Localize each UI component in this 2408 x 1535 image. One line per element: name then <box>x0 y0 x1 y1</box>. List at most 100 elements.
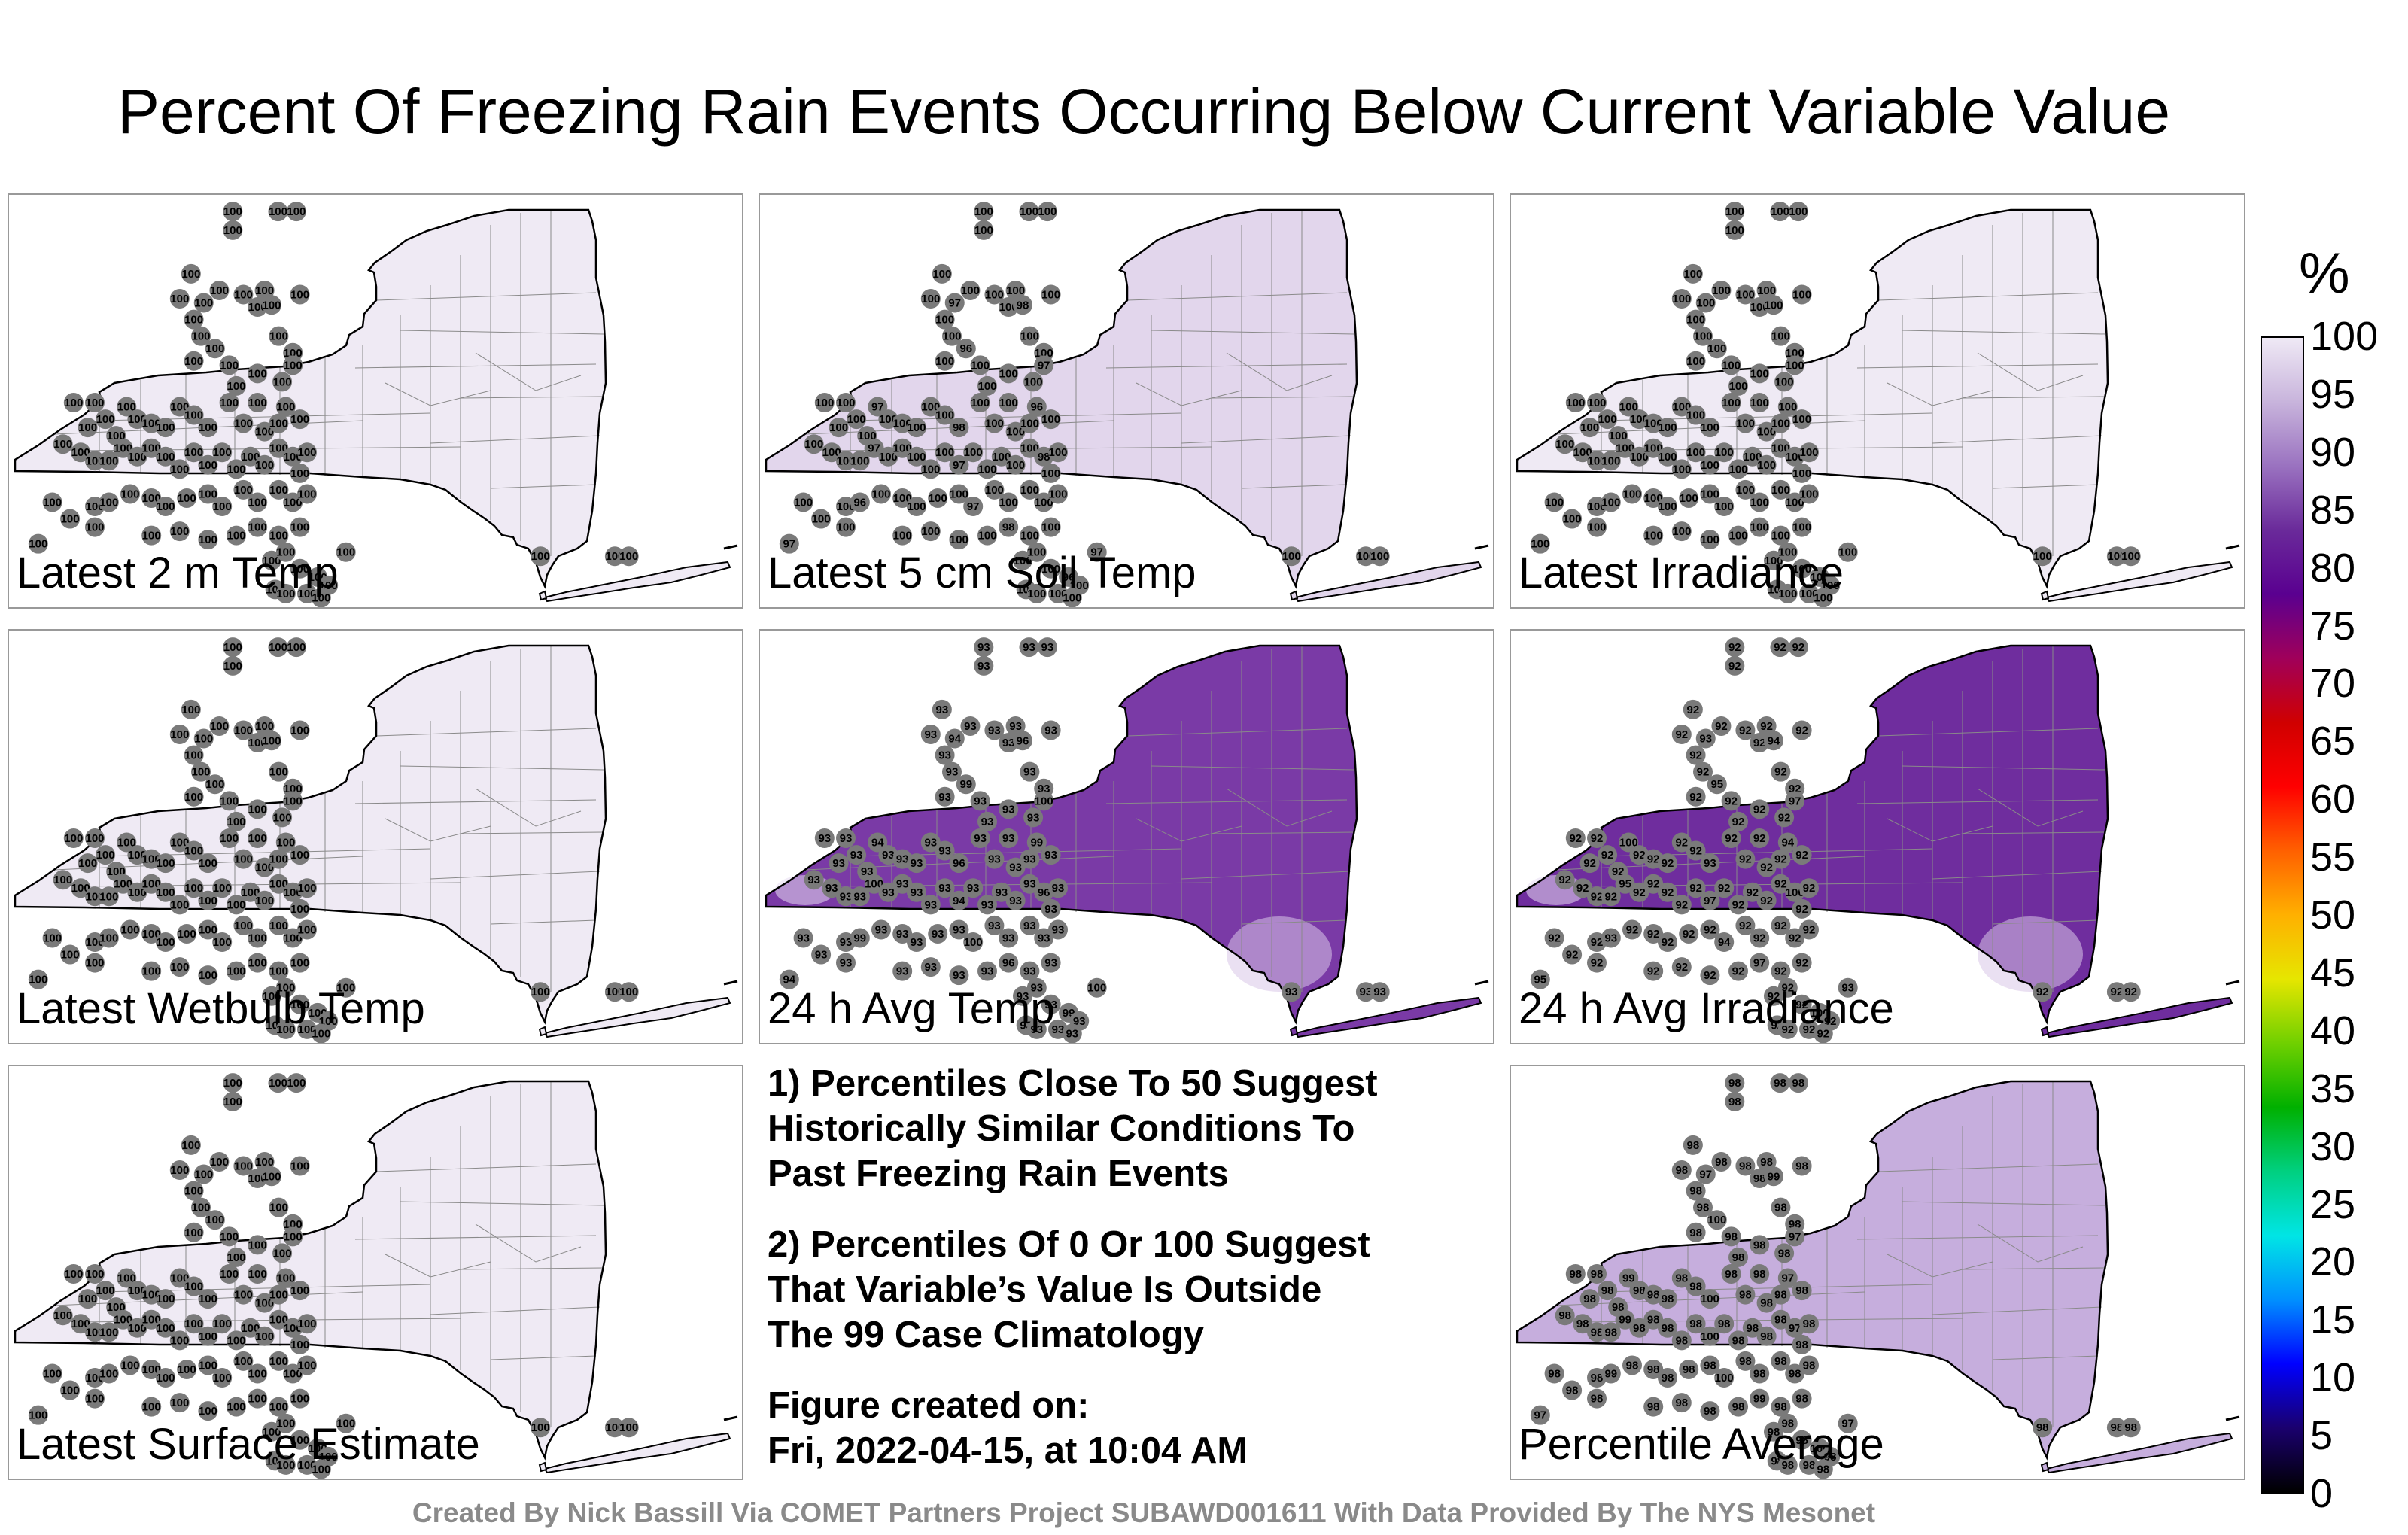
station-marker <box>935 309 955 330</box>
station-marker <box>1686 840 1706 861</box>
station-marker <box>1750 953 1770 973</box>
station-marker <box>1728 1397 1748 1417</box>
station-value: 100 <box>605 550 624 563</box>
station-value: 99 <box>1622 1272 1635 1285</box>
colorbar-tick-label: 55 <box>2310 834 2356 880</box>
coastline-mark <box>723 544 738 550</box>
station-marker <box>1756 454 1777 475</box>
station-value: 98 <box>1753 1172 1766 1185</box>
colorbar-tick-label: 25 <box>2310 1181 2356 1227</box>
station-value: 92 <box>1781 982 1794 995</box>
station-value: 98 <box>1739 1355 1752 1368</box>
station-value: 100 <box>1282 550 1301 563</box>
station-value: 100 <box>290 288 309 301</box>
station-value: 98 <box>1728 1096 1741 1108</box>
station-marker <box>1615 438 1635 458</box>
station-marker <box>878 446 898 467</box>
station-marker <box>1622 919 1642 940</box>
station-value: 100 <box>1778 588 1797 600</box>
station-marker <box>619 546 639 567</box>
station-value: 100 <box>1736 418 1755 430</box>
staten-island-outline <box>2040 1026 2050 1037</box>
station-value: 100 <box>210 720 229 733</box>
station-value: 92 <box>1591 936 1604 949</box>
station-marker <box>1788 202 1808 222</box>
station-value: 98 <box>1662 1372 1674 1385</box>
station-value: 100 <box>297 446 316 459</box>
county-line <box>400 1201 604 1206</box>
county-line <box>1136 818 1242 842</box>
station-marker <box>1598 1281 1618 1301</box>
station-value: 100 <box>804 438 823 451</box>
station-marker <box>974 655 994 676</box>
station-marker <box>42 492 62 512</box>
station-value: 100 <box>1370 550 1389 563</box>
station-value: 100 <box>287 1077 306 1090</box>
station-marker <box>1562 944 1583 965</box>
station-marker <box>970 828 990 848</box>
station-value: 100 <box>1750 397 1769 409</box>
station-marker <box>169 397 190 417</box>
station-value: 100 <box>194 297 213 310</box>
station-value: 100 <box>184 882 203 895</box>
note-line: 1) Percentiles Close To 50 Suggest <box>768 1063 1378 1104</box>
station-marker <box>1041 517 1061 537</box>
station-marker <box>290 517 310 537</box>
station-value: 98 <box>1732 1334 1745 1347</box>
station-value: 100 <box>241 451 260 464</box>
station-value: 97 <box>1841 1418 1854 1430</box>
station-marker <box>1750 828 1770 848</box>
station-marker <box>156 497 175 516</box>
station-value: 100 <box>248 832 267 845</box>
county-line <box>1181 871 1351 880</box>
station-marker <box>1683 263 1703 284</box>
station-value: 100 <box>1644 442 1663 455</box>
station-marker <box>297 1355 317 1375</box>
station-marker <box>974 202 994 222</box>
station-marker <box>920 289 941 309</box>
station-marker <box>942 326 962 346</box>
station-marker <box>822 442 842 463</box>
station-value: 100 <box>248 1367 267 1380</box>
station-value: 100 <box>312 1027 330 1040</box>
station-marker <box>963 497 984 516</box>
station-value: 100 <box>1020 330 1039 343</box>
station-marker <box>1750 799 1770 819</box>
station-value: 100 <box>1686 314 1705 327</box>
station-value: 100 <box>276 1272 295 1285</box>
county-line <box>1962 1267 2106 1270</box>
station-value: 92 <box>1569 832 1582 845</box>
station-marker <box>223 1073 243 1093</box>
station-value: 98 <box>1633 1322 1646 1335</box>
station-marker <box>1792 953 1812 973</box>
station-marker <box>1728 1330 1748 1351</box>
station-marker <box>907 497 926 516</box>
station-marker <box>262 1166 281 1187</box>
station-marker <box>999 799 1019 819</box>
station-marker <box>1587 1388 1607 1409</box>
station-marker <box>1544 928 1564 948</box>
station-value: 93 <box>840 957 853 970</box>
station-marker <box>1041 898 1061 919</box>
station-value: 92 <box>1601 849 1614 862</box>
station-marker <box>78 853 98 874</box>
station-value: 100 <box>1035 795 1054 807</box>
station-value: 98 <box>1633 1284 1646 1297</box>
station-value: 98 <box>1739 1160 1752 1172</box>
station-marker <box>1700 965 1720 986</box>
station-marker <box>1658 882 1677 902</box>
station-marker <box>219 355 239 375</box>
station-marker <box>184 351 204 371</box>
station-value: 93 <box>1285 986 1298 999</box>
station-value: 100 <box>871 488 890 500</box>
station-value: 100 <box>815 397 834 409</box>
station-marker <box>141 525 162 546</box>
station-value: 93 <box>1030 1023 1043 1036</box>
station-value: 100 <box>181 268 200 281</box>
station-value: 100 <box>194 733 213 746</box>
station-marker <box>99 886 119 907</box>
station-value: 100 <box>142 1363 161 1376</box>
station-value: 93 <box>1030 982 1043 995</box>
station-marker <box>275 1019 296 1039</box>
county-line <box>1877 292 2099 301</box>
